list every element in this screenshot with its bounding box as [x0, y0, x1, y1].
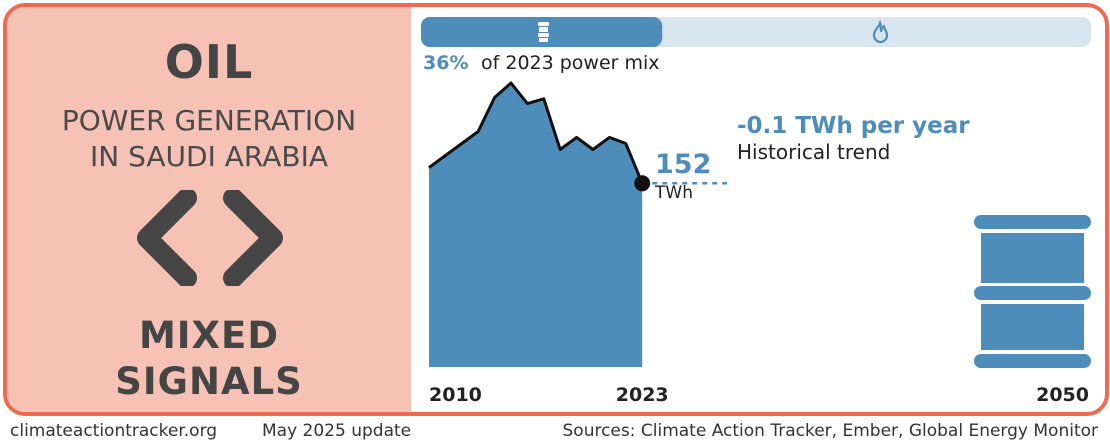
- flame-icon: [872, 20, 889, 44]
- x-axis-ticks: 2010 2023 2050: [429, 384, 1089, 406]
- angle-brackets-icon: [137, 190, 283, 286]
- current-value: 152: [655, 149, 711, 180]
- trend-value: -0.1 TWh per year: [737, 113, 970, 139]
- oil-barrel-icon: [538, 22, 549, 42]
- chart-svg: 36% of 2023 power mix -0.1 TWh per year …: [421, 17, 1091, 406]
- share-text: of 2023 power mix: [481, 52, 660, 74]
- status-line-2: SIGNALS: [115, 360, 303, 403]
- status-line-1: MIXED: [138, 314, 280, 357]
- card: OIL POWER GENERATION IN SAUDI ARABIA MIX…: [3, 3, 1109, 416]
- footer-site: climateactiontracker.org: [10, 421, 218, 441]
- x-tick-label: 2050: [1036, 384, 1089, 406]
- right-panel: 36% of 2023 power mix -0.1 TWh per year …: [411, 7, 1105, 412]
- fuel-title: OIL: [164, 35, 254, 89]
- subtitle-line-1: POWER GENERATION: [61, 104, 357, 137]
- status: MIXED SIGNALS: [7, 313, 411, 405]
- share-percent: 36%: [423, 52, 468, 74]
- left-panel: OIL POWER GENERATION IN SAUDI ARABIA MIX…: [7, 7, 411, 412]
- trend-label: Historical trend: [737, 140, 890, 164]
- footer-sources: Sources: Climate Action Tracker, Ember, …: [562, 421, 1099, 441]
- generation-line: [428, 81, 644, 184]
- share-bar: [421, 17, 1091, 47]
- oil-barrel-icon: [974, 215, 1091, 368]
- subtitle: POWER GENERATION IN SAUDI ARABIA: [7, 103, 411, 175]
- latest-point: [634, 175, 651, 192]
- subtitle-line-2: IN SAUDI ARABIA: [89, 140, 328, 173]
- x-tick-label: 2023: [616, 384, 669, 406]
- footer-date: May 2025 update: [262, 421, 412, 441]
- chart-marks: [428, 81, 731, 367]
- current-unit: TWh: [654, 183, 693, 203]
- x-tick-label: 2010: [429, 384, 482, 406]
- generation-area: [429, 83, 643, 367]
